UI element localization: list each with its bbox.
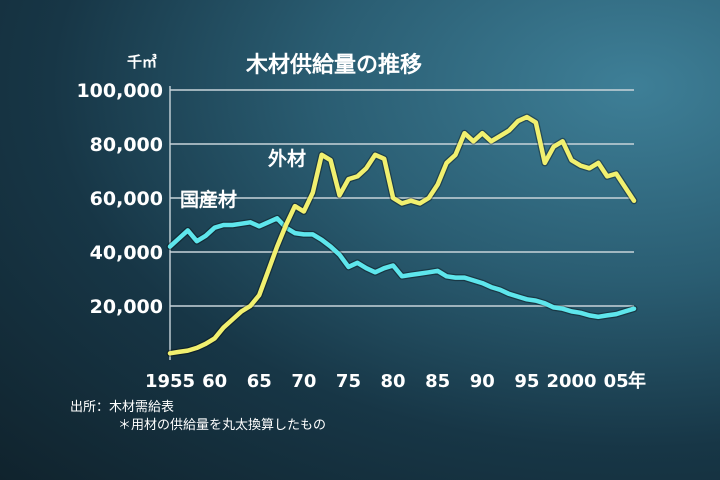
series-line-domestic bbox=[167, 216, 637, 320]
x-tick-label: 65 bbox=[247, 371, 272, 392]
footnote: ＊用材の供給量を丸太換算したもの bbox=[118, 418, 327, 433]
x-tick-label: 75 bbox=[336, 371, 361, 392]
source-note: 出所：木材需給表 bbox=[70, 400, 175, 415]
y-tick-label: 100,000 bbox=[76, 80, 163, 102]
label-domestic: 国産材 bbox=[180, 188, 237, 211]
y-tick-label: 60,000 bbox=[90, 188, 163, 210]
x-tick-label: 95 bbox=[514, 371, 539, 392]
x-axis-unit: 年 bbox=[628, 370, 646, 392]
y-tick-label: 80,000 bbox=[90, 134, 163, 156]
series-lines bbox=[166, 113, 638, 357]
series-line-imported-shadow bbox=[166, 113, 638, 357]
x-tick-label: 05 bbox=[604, 371, 629, 392]
series-line-domestic-shadow bbox=[166, 214, 638, 321]
chart-title: 木材供給量の推移 bbox=[245, 52, 422, 78]
y-tick-label: 40,000 bbox=[90, 242, 163, 264]
x-tick-label: 80 bbox=[381, 371, 406, 392]
y-axis-ticks: 20,000 40,000 60,000 80,000 100,000 bbox=[76, 80, 163, 318]
series-line-imported bbox=[167, 114, 637, 356]
x-tick-label: 90 bbox=[470, 371, 495, 392]
x-tick-label: 70 bbox=[291, 371, 316, 392]
x-tick-label: 1955 bbox=[145, 371, 195, 392]
y-tick-label: 20,000 bbox=[90, 296, 163, 318]
y-axis-unit: 千㎥ bbox=[127, 53, 157, 71]
label-imported: 外材 bbox=[268, 147, 306, 170]
x-tick-label: 2000 bbox=[546, 371, 596, 392]
x-tick-label: 85 bbox=[425, 371, 450, 392]
x-tick-label: 60 bbox=[202, 371, 227, 392]
x-axis-ticks: 1955 60 65 70 75 80 85 90 95 2000 05 bbox=[145, 371, 629, 392]
